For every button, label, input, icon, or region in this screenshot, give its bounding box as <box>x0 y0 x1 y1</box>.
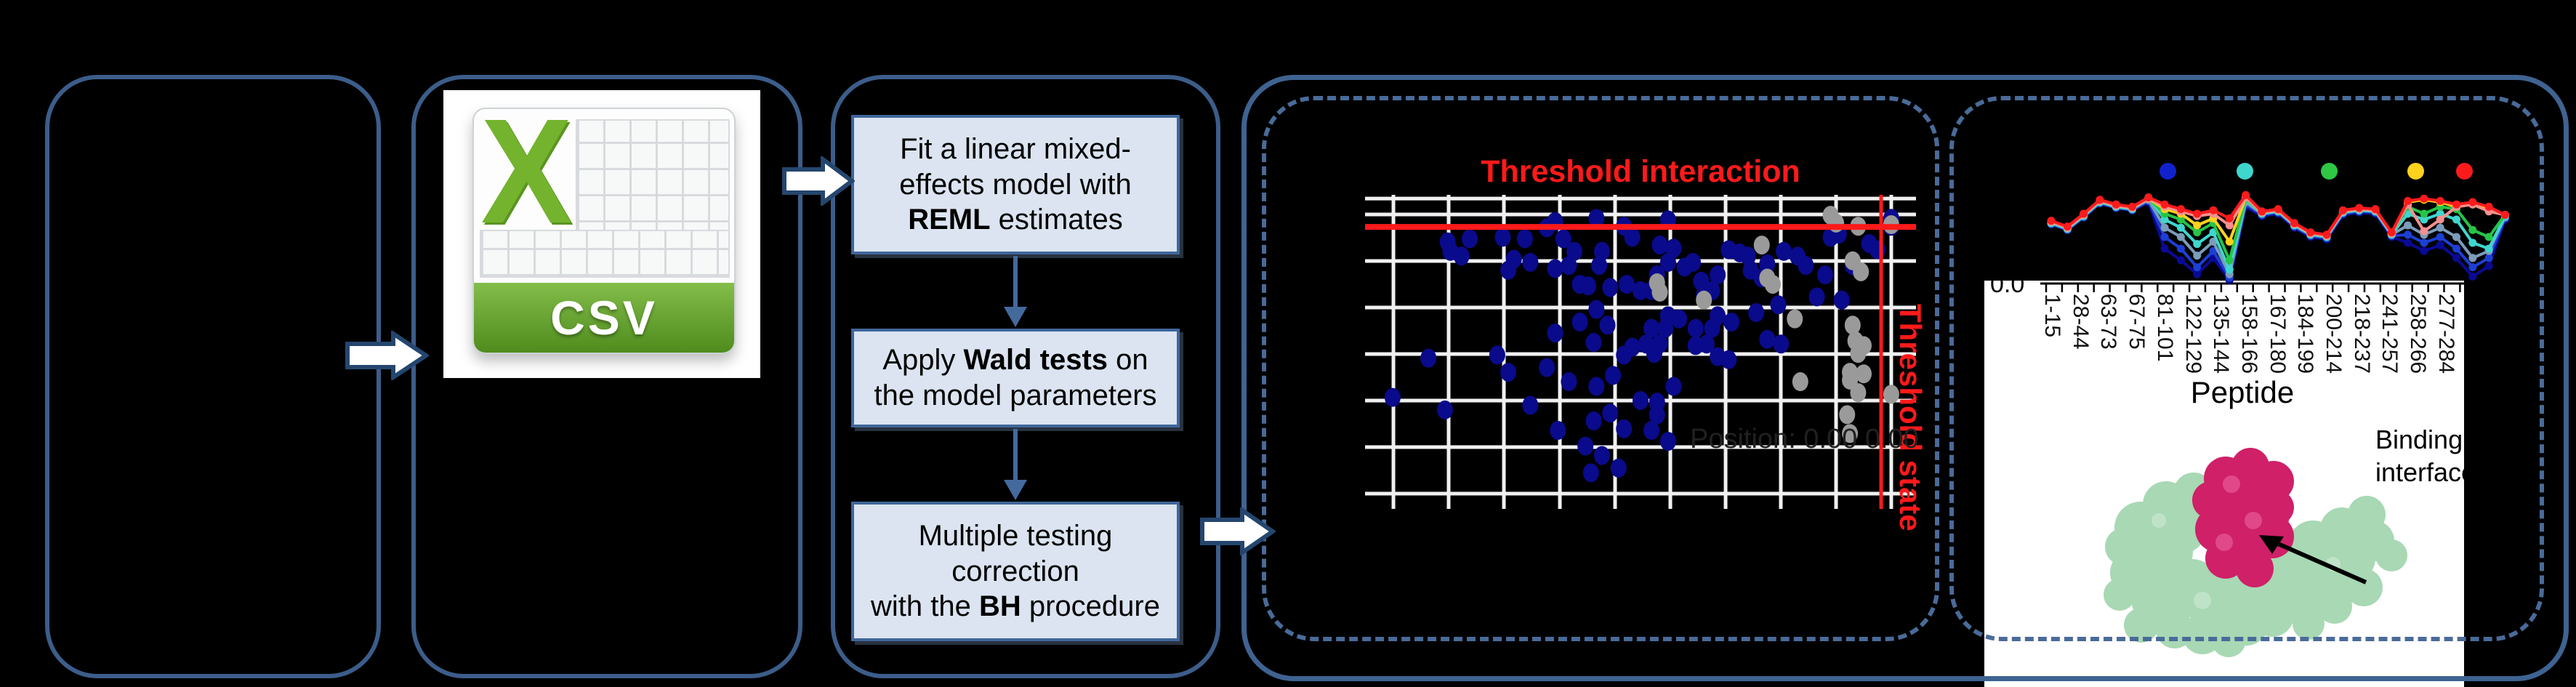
csv-panel <box>411 75 802 678</box>
step1-bold: REML <box>908 204 991 236</box>
protein-structure-image <box>2104 448 2407 657</box>
step3-text-post: procedure <box>1021 590 1160 623</box>
step-bh-correction: Multiple testing correction with the BH … <box>851 502 1180 641</box>
threshold-scatter-plot <box>1365 195 1916 509</box>
flow-arrow-1 <box>345 331 429 380</box>
csv-file-icon: X CSV <box>472 88 736 354</box>
legend-dot-0 <box>2160 163 2176 180</box>
threshold-plot-panel <box>1262 96 1939 641</box>
csv-label: CSV <box>550 291 658 345</box>
analysis-panel <box>831 75 1220 678</box>
input-panel <box>45 75 381 678</box>
step2-bold: Wald tests <box>963 344 1108 377</box>
csv-banner: CSV <box>474 283 734 353</box>
step-wald-tests: Apply Wald tests on the model parameters <box>851 329 1180 427</box>
legend-dot-2 <box>2321 163 2338 180</box>
spreadsheet-grid-lower-icon <box>480 230 730 278</box>
binding-interface-label: Binding interface <box>2375 423 2464 489</box>
legend-dot-3 <box>2407 163 2424 180</box>
csv-file-image: X CSV <box>443 88 760 378</box>
connector-arrow-down-2 <box>1013 429 1018 481</box>
step1-text-post: estimates <box>990 204 1123 236</box>
results-panel <box>1241 75 2569 681</box>
step1-text: Fit a linear mixed-effects model with <box>899 132 1132 201</box>
binding-interface-arrow <box>2259 535 2367 584</box>
step3-text: Multiple testing correction with the <box>871 519 1113 623</box>
peptide-figure-image: 0.0 1-15 28-44 63-73 67-75 81-101 122-129 135-… <box>1984 281 2464 687</box>
y-axis-tick-label: 0.0 <box>1990 281 2025 298</box>
legend-dot-4 <box>2456 163 2473 180</box>
peptide-highlight <box>2215 475 2262 551</box>
x-axis-title: Peptide <box>2190 375 2295 409</box>
binding-interface-line2: interface <box>2375 457 2464 487</box>
scatter-title: Threshold interaction <box>1481 154 1800 189</box>
legend-dot-1 <box>2237 163 2253 180</box>
binding-interface-line1: Binding <box>2375 425 2463 454</box>
peptide-plot-panel <box>1949 96 2544 641</box>
step-fit-lmm: Fit a linear mixed-effects model with RE… <box>851 115 1180 254</box>
step2-text: Apply <box>882 344 964 377</box>
peptide-line-chart <box>2040 190 2513 292</box>
flow-arrow-3 <box>1200 507 1276 555</box>
protein-highlight <box>2152 513 2340 609</box>
step3-bold: BH <box>978 590 1021 623</box>
scatter-faint-overlay-text: Position: 0.00 0.00 <box>1690 424 1919 454</box>
excel-x-letter: X <box>480 88 573 254</box>
step2-text-post: on the model parameters <box>874 344 1157 411</box>
connector-arrow-down-1 <box>1013 256 1018 308</box>
flow-arrow-2 <box>782 156 855 206</box>
